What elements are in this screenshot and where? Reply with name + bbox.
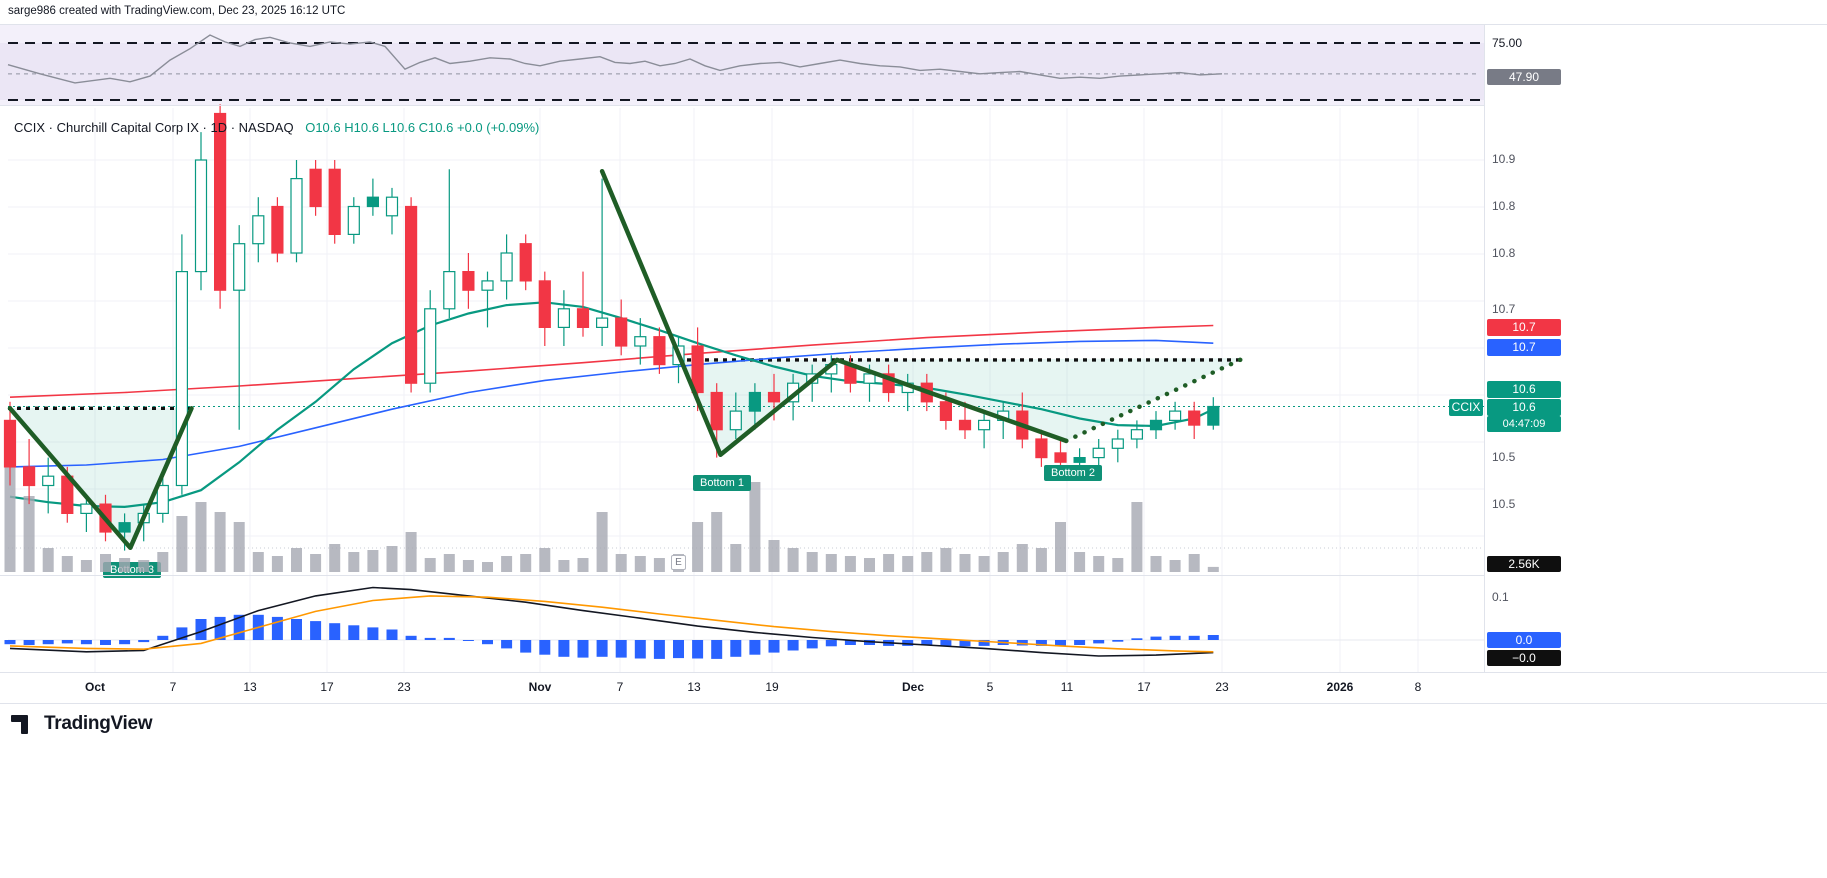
price-axis-label: 10.9: [1492, 152, 1516, 166]
time-axis-divider: [0, 672, 1827, 673]
symbol-legend[interactable]: CCIX · Churchill Capital Corp IX · 1D · …: [14, 120, 539, 135]
time-axis-label: 11: [1060, 680, 1074, 694]
time-axis-label: 23: [1215, 680, 1229, 694]
time-axis-label: 17: [1137, 680, 1151, 694]
symbol-title: CCIX · Churchill Capital Corp IX · 1D · …: [14, 120, 294, 135]
topbar-divider: [0, 24, 1827, 25]
price-axis-label: 10.8: [1492, 199, 1516, 213]
earnings-marker[interactable]: E: [671, 555, 686, 570]
ma-blue-price-badge: 10.7: [1487, 339, 1561, 356]
time-axis-label: 7: [169, 680, 177, 694]
ticker-badge: CCIX: [1449, 399, 1483, 416]
price-axis-label: 10.7: [1492, 302, 1516, 316]
price-axis-label: 10.5: [1492, 450, 1516, 464]
macd-hist-badge: 0.0: [1487, 632, 1561, 648]
time-axis-label: 23: [397, 680, 411, 694]
macd-panel-divider[interactable]: [0, 575, 1484, 576]
toolbar-divider: [0, 703, 1827, 704]
macd-line-badge: −0.0: [1487, 650, 1561, 666]
ohlc-values: O10.6 H10.6 L10.6 C10.6 +0.0 (+0.09%): [305, 120, 540, 135]
creation-credit: sarge986 created with TradingView.com, D…: [8, 5, 346, 17]
ma-red-price-badge: 10.7: [1487, 319, 1561, 336]
tradingview-wordmark: TradingView: [44, 713, 153, 734]
time-axis-label: 13: [243, 680, 257, 694]
time-axis-label: 2026: [1326, 680, 1354, 694]
rsi-panel-divider: [0, 105, 1484, 106]
price-axis-label: 10.8: [1492, 246, 1516, 260]
tradingview-logo[interactable]: TradingView: [10, 711, 153, 737]
volume-value-badge: 2.56K: [1487, 556, 1561, 572]
time-axis-label: Nov: [528, 680, 552, 694]
price-axis-label: 10.5: [1492, 497, 1516, 511]
time-axis-label: Dec: [901, 680, 925, 694]
bar-countdown-badge: 04:47:09: [1487, 416, 1561, 432]
bottom-2-label[interactable]: Bottom 2: [1044, 465, 1103, 481]
tradingview-logo-icon: [11, 715, 28, 734]
rsi-upper-level-label: 75.00: [1492, 36, 1523, 50]
time-axis-label: Oct: [84, 680, 106, 694]
time-axis-label: 5: [986, 680, 994, 694]
time-axis-label: 7: [616, 680, 624, 694]
time-axis-label: 17: [320, 680, 334, 694]
time-axis-label: 8: [1414, 680, 1422, 694]
time-axis-label: 19: [765, 680, 779, 694]
bottom-1-label[interactable]: Bottom 1: [693, 475, 752, 491]
price-axis-divider: [1484, 25, 1485, 672]
rsi-value-badge: 47.90: [1487, 69, 1561, 85]
ma-teal-price-badge: 10.6: [1487, 381, 1561, 398]
macd-scale-label: 0.1: [1492, 590, 1509, 604]
last-price-badge: 10.6: [1487, 399, 1561, 416]
time-axis-label: 13: [687, 680, 701, 694]
